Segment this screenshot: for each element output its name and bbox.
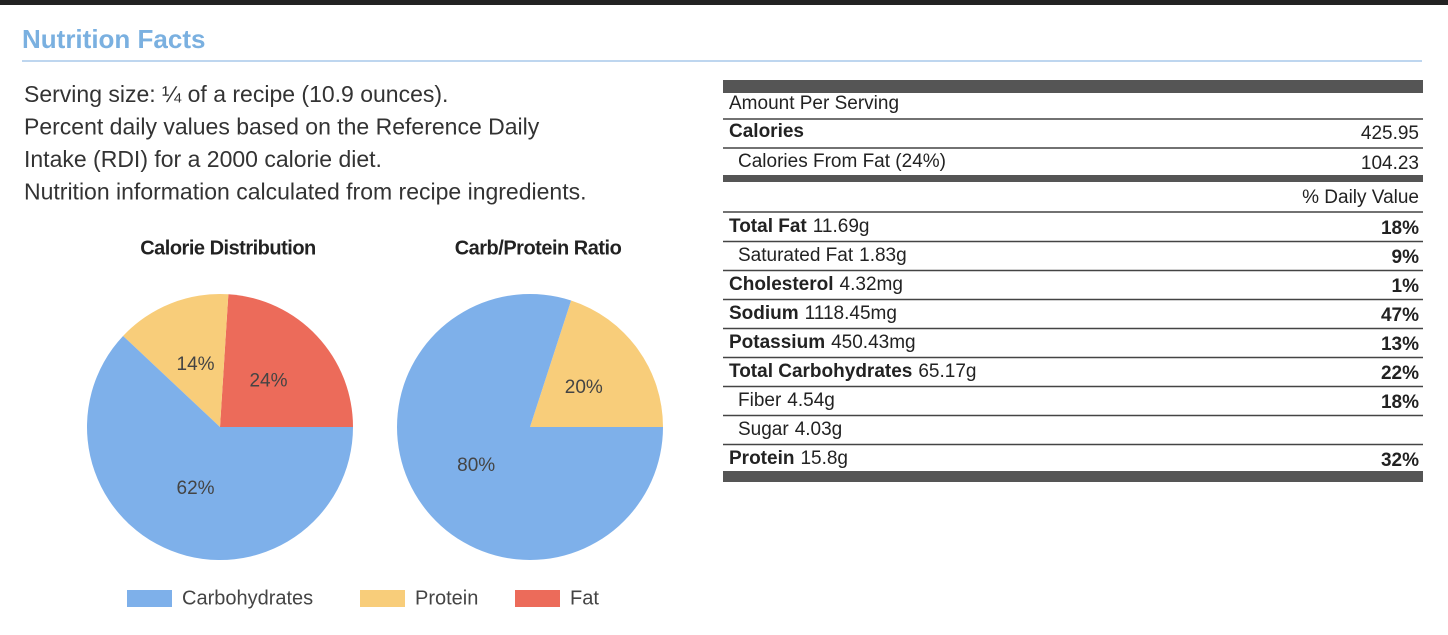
table-bottom-bar (723, 471, 1423, 482)
table-top-bar (723, 80, 1423, 93)
row-text: Protein 15.8g (729, 448, 848, 469)
nutrient-amount: 1.83g (859, 245, 907, 266)
dv-heading: % Daily Value (1302, 187, 1419, 208)
slice-label: 24% (249, 370, 287, 391)
legend-label: Carbohydrates (182, 587, 313, 609)
calories-value: 425.95 (1361, 123, 1419, 144)
slice-label: 20% (565, 377, 603, 398)
pie-title: Calorie Distribution (140, 237, 316, 259)
nutrient-name: Protein (729, 448, 794, 469)
top-border (0, 0, 1448, 5)
legend-swatch (515, 590, 560, 607)
pie-slice (123, 294, 229, 427)
nutrient-amount: 11.69g (813, 216, 870, 237)
nutrient-amount: 15.8g (800, 448, 848, 469)
daily-value: 32% (1381, 450, 1419, 471)
pie-slice (530, 300, 663, 427)
daily-value: 18% (1381, 392, 1419, 413)
nutrient-amount: 450.43mg (831, 332, 916, 353)
nutrient-name: Potassium (729, 332, 825, 353)
nutrient-name: Cholesterol (729, 274, 834, 295)
title: Nutrition Facts (22, 24, 205, 54)
pie-slice (397, 294, 663, 561)
nutrient-name: Sugar (738, 419, 789, 440)
daily-value: 13% (1381, 334, 1419, 355)
nutrient-name: Total Fat (729, 216, 807, 237)
nutrient-amount: 65.17g (918, 361, 976, 382)
daily-value: 18% (1381, 218, 1419, 239)
pie-slice (87, 335, 354, 560)
row-text: Sugar 4.03g (738, 419, 842, 440)
legend-swatch (360, 590, 405, 607)
nutrient-amount: 4.03g (795, 419, 843, 440)
slice-label: 80% (457, 455, 495, 476)
daily-value: 47% (1381, 305, 1419, 326)
nutrient-name: Total Carbohydrates (729, 361, 912, 382)
daily-value: 22% (1381, 363, 1419, 384)
daily-value: 1% (1392, 276, 1420, 297)
table-mid-bar (723, 175, 1423, 182)
row-text: Potassium 450.43mg (729, 332, 916, 353)
calories-fat-value: 104.23 (1361, 153, 1419, 174)
row-text: Fiber 4.54g (738, 390, 835, 411)
row-text: Total Fat 11.69g (729, 216, 869, 237)
nutrient-amount: 4.54g (787, 390, 835, 411)
intro-line: Intake (RDI) for a 2000 calorie diet. (24, 146, 382, 172)
legend-label: Protein (415, 587, 478, 609)
nutrient-name: Fiber (738, 390, 782, 411)
slice-label: 62% (177, 478, 215, 499)
calories-label: Calories (729, 121, 804, 142)
nutrient-name: Saturated Fat (738, 245, 854, 266)
pie-title: Carb/Protein Ratio (455, 237, 622, 259)
table-heading: Amount Per Serving (729, 93, 899, 114)
legend-swatch (127, 590, 172, 607)
intro-line: Percent daily values based on the Refere… (24, 114, 540, 140)
row-text: Saturated Fat 1.83g (738, 245, 907, 266)
legend-label: Fat (570, 587, 599, 609)
nutrient-amount: 1118.45mg (805, 303, 897, 324)
row-text: Sodium 1118.45mg (729, 303, 897, 324)
nutrient-amount: 4.32mg (840, 274, 903, 295)
slice-label: 14% (177, 354, 215, 375)
intro-line: Serving size: ¼ of a recipe (10.9 ounces… (24, 81, 448, 107)
nutrient-name: Sodium (729, 303, 799, 324)
row-text: Total Carbohydrates 65.17g (729, 361, 976, 382)
calories-fat-label: Calories From Fat (24%) (738, 151, 946, 172)
daily-value: 9% (1392, 247, 1420, 268)
row-text: Cholesterol 4.32mg (729, 274, 903, 295)
intro-line: Nutrition information calculated from re… (24, 179, 587, 205)
pie-slice (220, 294, 353, 427)
